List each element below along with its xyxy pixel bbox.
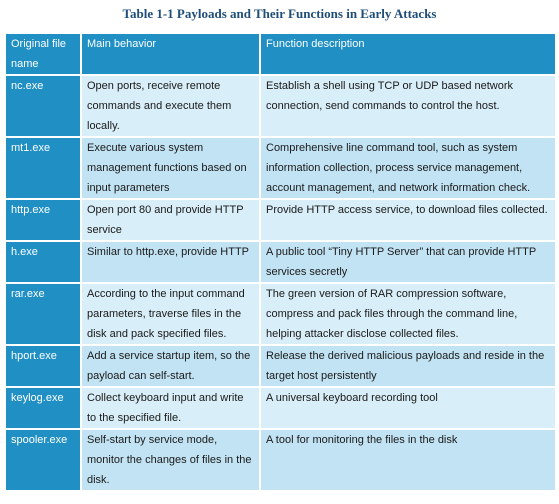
- table-header-row: Original file name Main behavior Functio…: [6, 34, 555, 74]
- table-row: nc.exe Open ports, receive remote comman…: [6, 76, 555, 136]
- description-cell: Establish a shell using TCP or UDP based…: [261, 76, 555, 136]
- file-name-cell: rar.exe: [6, 284, 80, 344]
- table-row: spooler.exe Self-start by service mode, …: [6, 430, 555, 490]
- file-name-cell: keylog.exe: [6, 388, 80, 428]
- behavior-cell: Execute various system management functi…: [82, 138, 259, 198]
- column-header-function-description: Function description: [261, 34, 555, 74]
- table-caption: Table 1-1 Payloads and Their Functions i…: [122, 6, 437, 21]
- table-row: mt1.exe Execute various system managemen…: [6, 138, 555, 198]
- description-cell: Provide HTTP access service, to download…: [261, 200, 555, 240]
- file-name-cell: hport.exe: [6, 346, 80, 386]
- behavior-cell: Similar to http.exe, provide HTTP: [82, 242, 259, 282]
- file-name-cell: mt1.exe: [6, 138, 80, 198]
- table-row: http.exe Open port 80 and provide HTTP s…: [6, 200, 555, 240]
- column-header-file-name: Original file name: [6, 34, 80, 74]
- behavior-cell: Add a service startup item, so the paylo…: [82, 346, 259, 386]
- file-name-cell: http.exe: [6, 200, 80, 240]
- description-cell: The green version of RAR compression sof…: [261, 284, 555, 344]
- table-row: keylog.exe Collect keyboard input and wr…: [6, 388, 555, 428]
- payloads-table: Original file name Main behavior Functio…: [4, 32, 557, 492]
- column-header-main-behavior: Main behavior: [82, 34, 259, 74]
- table-row: h.exe Similar to http.exe, provide HTTP …: [6, 242, 555, 282]
- behavior-cell: Open ports, receive remote commands and …: [82, 76, 259, 136]
- behavior-cell: According to the input command parameter…: [82, 284, 259, 344]
- description-cell: A universal keyboard recording tool: [261, 388, 555, 428]
- file-name-cell: spooler.exe: [6, 430, 80, 490]
- table-row: hport.exe Add a service startup item, so…: [6, 346, 555, 386]
- description-cell: Release the derived malicious payloads a…: [261, 346, 555, 386]
- file-name-cell: h.exe: [6, 242, 80, 282]
- description-cell: A public tool “Tiny HTTP Server” that ca…: [261, 242, 555, 282]
- description-cell: Comprehensive line command tool, such as…: [261, 138, 555, 198]
- file-name-cell: nc.exe: [6, 76, 80, 136]
- description-cell: A tool for monitoring the files in the d…: [261, 430, 555, 490]
- behavior-cell: Self-start by service mode, monitor the …: [82, 430, 259, 490]
- table-row: rar.exe According to the input command p…: [6, 284, 555, 344]
- behavior-cell: Open port 80 and provide HTTP service: [82, 200, 259, 240]
- behavior-cell: Collect keyboard input and write to the …: [82, 388, 259, 428]
